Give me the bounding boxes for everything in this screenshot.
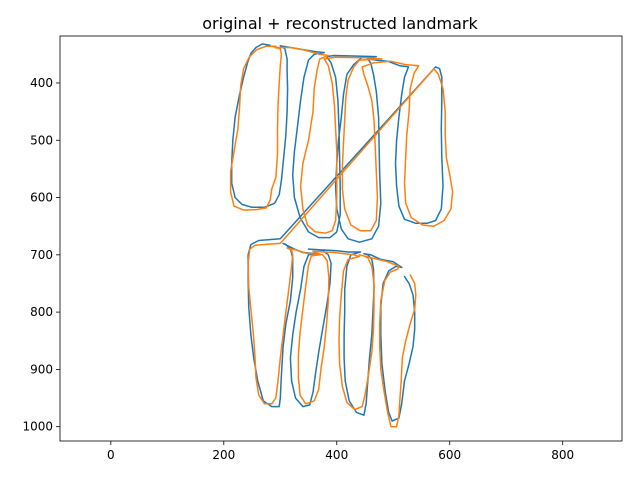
y-tick-label: 800 [30, 305, 53, 319]
plot-area: 0 200 400 600 800 400 500 600 700 800 900 1000 [22, 35, 623, 462]
y-tick-label: 900 [30, 362, 53, 376]
axes-frame [59, 35, 623, 442]
x-tick-label: 600 [438, 448, 461, 462]
y-tick-label: 400 [30, 76, 53, 90]
y-tick-label: 700 [30, 248, 53, 262]
series-line-2 [229, 45, 454, 428]
series-line-1 [230, 43, 444, 422]
y-tick-label: 600 [30, 191, 53, 205]
chart-title: original + reconstructed landmark [202, 14, 478, 33]
x-tick-label: 200 [212, 448, 235, 462]
x-tick-label: 0 [107, 448, 115, 462]
y-tick-label: 500 [30, 133, 53, 147]
y-tick-label: 1000 [22, 420, 53, 434]
x-tick-label: 400 [325, 448, 348, 462]
x-tick-label: 800 [551, 448, 574, 462]
